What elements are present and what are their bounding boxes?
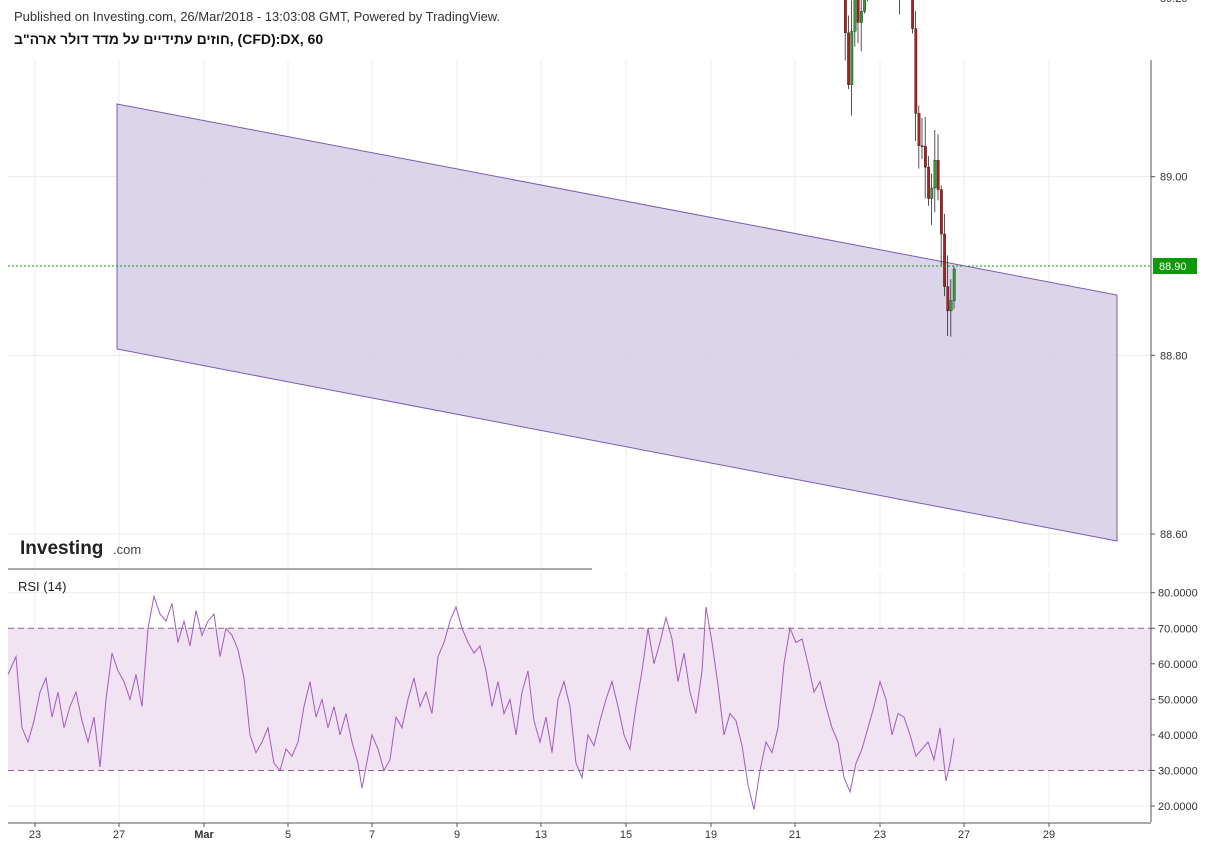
candle-body [863, 0, 867, 12]
candle-body [930, 187, 934, 199]
candle-body [949, 300, 953, 312]
time-tick-label: 13 [535, 829, 547, 841]
candle-body [936, 160, 940, 190]
price-tick-label: 88.60 [1160, 529, 1188, 541]
trend-channel[interactable] [116, 103, 1118, 542]
publish-info: Published on Investing.com, 26/Mar/2018 … [14, 9, 501, 24]
candle-body [911, 0, 915, 29]
logo-brand: Investing [20, 538, 103, 559]
time-tick-label: 21 [789, 829, 801, 841]
time-tick-label: 19 [705, 829, 717, 841]
time-tick-label: 23 [874, 829, 886, 841]
candle-body [920, 145, 924, 147]
investing-logo: Investing .com [20, 538, 141, 559]
rsi-tick-label: 80.0000 [1158, 588, 1198, 600]
rsi-tick-label: 30.0000 [1158, 765, 1198, 777]
time-tick-label: Mar [194, 829, 214, 841]
logo-domain: .com [113, 542, 141, 557]
candle-body [917, 113, 921, 146]
time-tick-label: 27 [113, 829, 125, 841]
price-tick-label: 89.00 [1160, 172, 1188, 184]
time-tick-label: 27 [958, 829, 970, 841]
time-tick-label: 7 [369, 829, 375, 841]
rsi-tick-label: 20.0000 [1158, 801, 1198, 813]
rsi-line [7, 594, 955, 810]
time-tick-label: 23 [29, 829, 41, 841]
candle-body [853, 0, 857, 32]
rsi-label: RSI (14) [18, 579, 66, 594]
candle-body [943, 233, 947, 287]
time-tick-label: 29 [1043, 829, 1055, 841]
rsi-tick-label: 50.0000 [1158, 694, 1198, 706]
rsi-tick-label: 60.0000 [1158, 659, 1198, 671]
candle-body [933, 160, 937, 189]
last-price-tag [1153, 258, 1197, 275]
time-tick-label: 9 [454, 829, 460, 841]
candle-body [940, 189, 943, 235]
last-price-value: 88.90 [1159, 261, 1187, 273]
time-tick-label: 5 [285, 829, 291, 841]
candle-body [844, 0, 847, 34]
rsi-band [8, 628, 1151, 771]
candles-group [844, 0, 956, 337]
candle-body [927, 167, 931, 199]
price-tick-label: 88.80 [1160, 350, 1188, 362]
axes-group: 91.2091.0090.8090.6090.4090.2090.0089.80… [8, 0, 1198, 841]
candle-body [856, 0, 860, 23]
symbol-title: חוזים עתידיים על מדד דולר ארה"ב, (CFD):D… [14, 31, 324, 47]
candle-body [952, 268, 956, 301]
rsi-tick-label: 40.0000 [1158, 730, 1198, 742]
candle-body [914, 28, 918, 114]
candle-body [924, 146, 927, 168]
candle-body [850, 31, 854, 85]
candle-body [847, 32, 851, 85]
time-tick-label: 15 [620, 829, 632, 841]
candle-body [946, 286, 950, 312]
candle-body [860, 11, 863, 23]
rsi-tick-label: 70.0000 [1158, 623, 1198, 635]
price-tick-label: 89.20 [1160, 0, 1188, 5]
